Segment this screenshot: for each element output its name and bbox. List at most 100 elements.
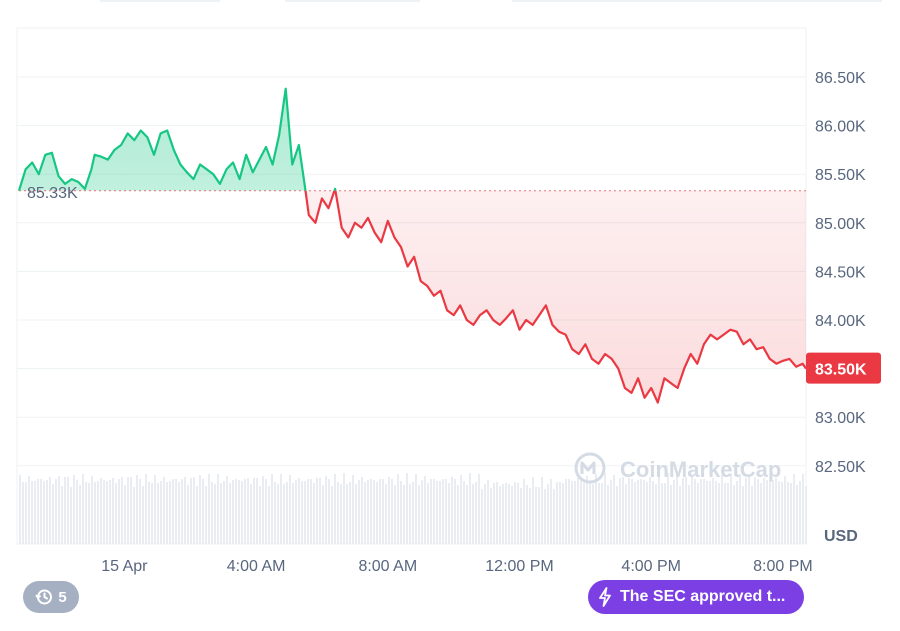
- volume-bar: [262, 476, 264, 544]
- volume-bar: [433, 479, 435, 544]
- volume-bar: [373, 480, 375, 544]
- volume-bar: [109, 480, 111, 544]
- volume-bar: [493, 483, 495, 544]
- area-below-baseline: [305, 190, 806, 403]
- y-tick-label: 86.00K: [815, 119, 866, 136]
- volume-bar: [148, 482, 150, 544]
- volume-bar: [133, 487, 135, 544]
- volume-bar: [541, 477, 543, 544]
- volume-bar: [625, 484, 627, 544]
- volume-bar: [583, 483, 585, 544]
- volume-bar: [292, 483, 294, 544]
- y-tick-label: 85.50K: [815, 167, 866, 184]
- volume-bar: [757, 479, 759, 544]
- volume-bar: [760, 483, 762, 544]
- volume-bar: [46, 480, 48, 544]
- volume-bar: [352, 475, 354, 544]
- volume-bar: [451, 477, 453, 544]
- volume-bar: [466, 485, 468, 544]
- volume-bar: [199, 475, 201, 544]
- volume-bar: [238, 480, 240, 544]
- volume-bar: [319, 478, 321, 544]
- volume-bar: [430, 479, 432, 544]
- y-tick-label: 86.50K: [815, 70, 866, 87]
- volume-bar: [664, 483, 666, 544]
- volume-bar: [196, 486, 198, 544]
- volume-bar: [367, 480, 369, 544]
- volume-bar: [568, 479, 570, 544]
- volume-bar: [550, 479, 552, 544]
- volume-bar: [298, 478, 300, 544]
- history-icon: [35, 588, 53, 606]
- volume-bars: [19, 473, 807, 544]
- y-tick-label: 85.00K: [815, 216, 866, 233]
- volume-bar: [58, 476, 60, 544]
- volume-bar: [649, 477, 651, 544]
- volume-bar: [421, 480, 423, 544]
- volume-bar: [562, 483, 564, 544]
- watermark-text: CoinMarketCap: [620, 457, 781, 482]
- volume-bar: [790, 483, 792, 544]
- unit-label: USD: [824, 528, 858, 545]
- volume-bar: [124, 485, 126, 544]
- volume-bar: [157, 483, 159, 544]
- volume-bar: [163, 477, 165, 544]
- volume-bar: [487, 480, 489, 544]
- volume-bar: [334, 474, 336, 544]
- volume-bar: [64, 477, 66, 544]
- volume-bar: [103, 480, 105, 544]
- volume-bar: [748, 476, 750, 544]
- volume-bar: [391, 479, 393, 544]
- volume-bar: [91, 476, 93, 544]
- watermark: CoinMarketCap: [574, 452, 781, 484]
- volume-bar: [397, 474, 399, 544]
- volume-bar: [517, 483, 519, 544]
- volume-bar: [49, 477, 51, 544]
- volume-bar: [76, 480, 78, 544]
- volume-bar: [742, 486, 744, 544]
- news-button[interactable]: The SEC approved t...: [588, 580, 804, 614]
- volume-bar: [94, 482, 96, 544]
- volume-bar: [556, 482, 558, 544]
- volume-bar: [685, 477, 687, 544]
- volume-bar: [145, 474, 147, 544]
- volume-bar: [793, 474, 795, 544]
- volume-bar: [799, 481, 801, 544]
- volume-bar: [796, 485, 798, 544]
- price-areas: [19, 88, 806, 403]
- volume-bar: [688, 485, 690, 544]
- volume-bar: [361, 477, 363, 544]
- volume-bar: [601, 483, 603, 544]
- volume-bar: [634, 482, 636, 544]
- volume-bar: [160, 481, 162, 544]
- volume-bar: [211, 482, 213, 544]
- volume-bar: [730, 474, 732, 544]
- volume-bar: [379, 479, 381, 544]
- volume-bar: [703, 479, 705, 544]
- volume-bar: [619, 478, 621, 544]
- volume-bar: [205, 486, 207, 544]
- volume-bar: [607, 485, 609, 544]
- volume-bar: [85, 482, 87, 544]
- volume-bar: [127, 477, 129, 544]
- history-button[interactable]: 5: [23, 581, 79, 613]
- area-above-baseline: [19, 88, 806, 191]
- volume-bar: [514, 482, 516, 544]
- volume-bar: [166, 482, 168, 544]
- y-tick-label: 84.00K: [815, 313, 866, 330]
- x-tick-label: 4:00 PM: [621, 558, 681, 575]
- volume-bar: [781, 482, 783, 544]
- volume-bar: [682, 478, 684, 544]
- volume-bar: [241, 481, 243, 544]
- volume-bar: [178, 482, 180, 544]
- volume-bar: [325, 476, 327, 544]
- volume-bar: [139, 479, 141, 544]
- volume-bar: [751, 486, 753, 544]
- volume-bar: [115, 483, 117, 544]
- volume-bar: [745, 478, 747, 544]
- volume-bar: [502, 484, 504, 544]
- volume-bar: [31, 481, 33, 544]
- volume-bar: [436, 481, 438, 544]
- volume-bar: [592, 484, 594, 544]
